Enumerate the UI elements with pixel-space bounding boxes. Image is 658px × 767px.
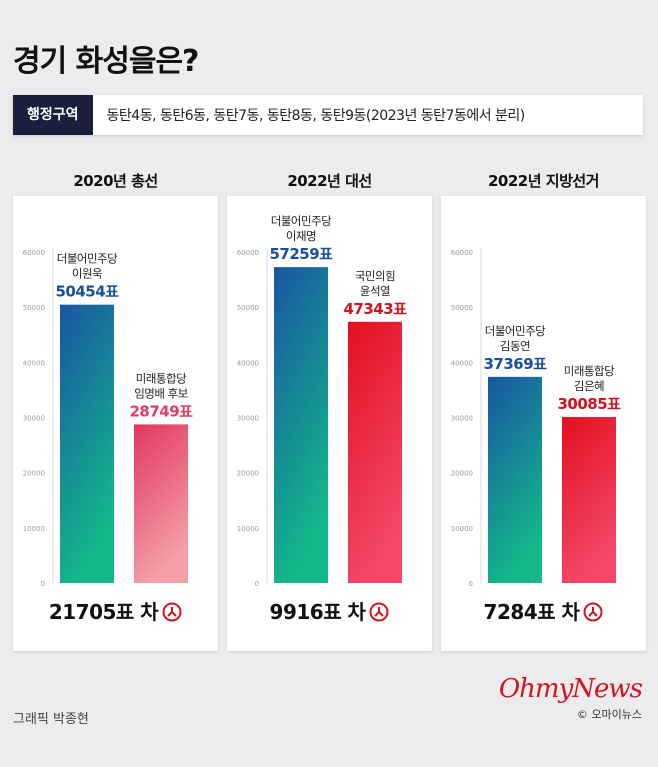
bar-candidate-label: 윤석열: [360, 284, 390, 298]
bar-party-label: 미래통합당: [136, 371, 187, 385]
district-text: 동탄4동, 동탄6동, 동탄7동, 동탄8동, 동탄9동(2023년 동탄7동에…: [106, 108, 526, 124]
panel-title-2020: 2020년 총선: [73, 172, 158, 190]
y-tick-label: 60000: [23, 249, 45, 257]
chart-panel-2020: 0 10000 20000 30000 40000 50000 60000 50454표 이원욱…: [13, 196, 218, 651]
difference-text: 9916표 차: [269, 600, 366, 624]
bar-second: [562, 417, 616, 583]
bar-value-label: 47343표: [344, 300, 408, 318]
bar-party-label: 더불어민주당: [57, 252, 118, 266]
bar-first: [274, 267, 328, 583]
bar-party-label: 더불어민주당: [271, 214, 332, 228]
y-tick-label: 20000: [237, 470, 259, 478]
y-tick-label: 20000: [23, 470, 45, 478]
district-banner: 행정구역 동탄4동, 동탄6동, 동탄7동, 동탄8동, 동탄9동(2023년 …: [13, 95, 643, 135]
difference-2022-local: 7284표 차: [441, 596, 646, 625]
graphic-credit: 그래픽 박종현: [13, 712, 89, 727]
bar-party-label: 더불어민주당: [485, 324, 546, 338]
bar-value-label: 28749표: [130, 402, 194, 420]
difference-text: 21705표 차: [48, 600, 159, 624]
y-tick-label: 40000: [451, 359, 473, 367]
bar-second: [134, 424, 188, 583]
difference-2020: 21705표 차: [13, 596, 218, 625]
chart-panel-2022-local: 0 10000 20000 30000 40000 50000 60000 37369표 김동연…: [441, 196, 646, 651]
y-tick-label: 30000: [451, 415, 473, 423]
logo-copyright: © 오마이뉴스: [576, 708, 642, 721]
y-tick-label: 40000: [23, 359, 45, 367]
bar-candidate-label: 김동연: [500, 339, 530, 353]
y-tick-label: 40000: [237, 359, 259, 367]
panel-title-2022-local: 2022년 지방선거: [488, 172, 599, 190]
bar-candidate-label: 임명배 후보: [134, 386, 188, 400]
bar-chart-2022-local: 0 10000 20000 30000 40000 50000 60000 37369표 김동연…: [451, 248, 622, 588]
ballot-stamp-icon: [162, 602, 182, 622]
district-label: 행정구역: [13, 95, 93, 135]
y-tick-label: 60000: [451, 249, 473, 257]
bar-second: [348, 321, 402, 583]
bar-first: [488, 376, 542, 583]
bar-value-label: 50454표: [56, 283, 120, 301]
chart-panel-2022-presidential: 0 10000 20000 30000 40000 50000 60000 57259표 이재명…: [227, 196, 432, 651]
ohmynews-logo: OhmyNews © 오마이뉴스: [498, 674, 643, 722]
ballot-stamp-icon: [369, 602, 389, 622]
bar-party-label: 국민의힘: [355, 269, 395, 283]
ballot-stamp-icon: [583, 602, 603, 622]
y-tick-label: 50000: [23, 304, 45, 312]
bar-chart-2022-presidential: 0 10000 20000 30000 40000 50000 60000 57259표 이재명…: [237, 214, 408, 588]
bar-candidate-label: 이원욱: [72, 267, 102, 281]
bar-party-label: 미래통합당: [564, 364, 615, 378]
y-tick-label: 30000: [23, 415, 45, 423]
bar-candidate-label: 이재명: [286, 229, 316, 243]
bar-value-label: 57259표: [270, 245, 334, 263]
logo-wordmark: OhmyNews: [498, 674, 643, 704]
panel-title-2022-presidential: 2022년 대선: [287, 172, 372, 190]
y-tick-label: 0: [469, 580, 473, 588]
y-tick-label: 50000: [451, 304, 473, 312]
y-tick-label: 0: [41, 580, 45, 588]
y-tick-label: 30000: [237, 415, 259, 423]
page-title: 경기 화성을은?: [13, 44, 199, 79]
bar-value-label: 37369표: [484, 355, 548, 373]
y-tick-label: 10000: [237, 525, 259, 533]
bar-first: [60, 304, 114, 583]
y-tick-label: 20000: [451, 470, 473, 478]
y-tick-label: 0: [255, 580, 259, 588]
y-tick-label: 10000: [23, 525, 45, 533]
bar-chart-2020: 0 10000 20000 30000 40000 50000 60000 50454표 이원욱…: [23, 248, 194, 588]
y-tick-label: 60000: [237, 249, 259, 257]
y-tick-label: 50000: [237, 304, 259, 312]
bar-value-label: 30085표: [558, 395, 622, 413]
y-tick-label: 10000: [451, 525, 473, 533]
bar-candidate-label: 김은혜: [574, 379, 604, 393]
difference-text: 7284표 차: [483, 600, 580, 624]
difference-2022-presidential: 9916표 차: [227, 596, 432, 625]
